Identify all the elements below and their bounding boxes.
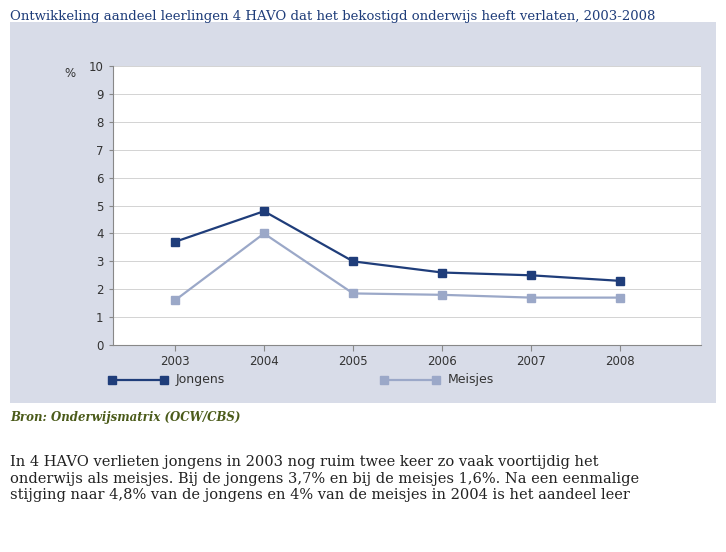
Text: Jongens: Jongens	[176, 373, 225, 386]
Text: %: %	[64, 67, 75, 81]
Text: In 4 HAVO verlieten jongens in 2003 nog ruim twee keer zo vaak voortijdig het
on: In 4 HAVO verlieten jongens in 2003 nog …	[10, 455, 640, 502]
Text: Ontwikkeling aandeel leerlingen 4 HAVO dat het bekostigd onderwijs heeft verlate: Ontwikkeling aandeel leerlingen 4 HAVO d…	[10, 10, 656, 23]
Text: Bron: Onderwijsmatrix (OCW/CBS): Bron: Onderwijsmatrix (OCW/CBS)	[10, 411, 240, 424]
Text: Meisjes: Meisjes	[448, 373, 494, 386]
